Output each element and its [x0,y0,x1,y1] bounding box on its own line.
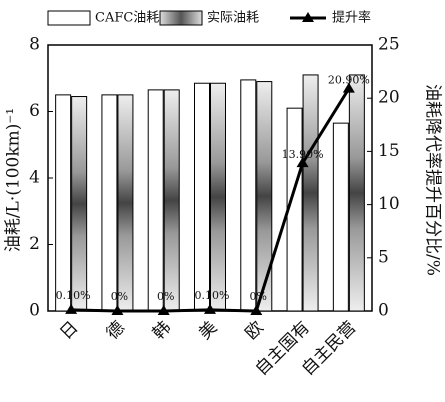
y2-tick-label: 25 [378,35,400,55]
bar [332,122,349,312]
data-label: 13.90% [282,148,324,161]
legend-swatch [159,10,203,26]
y2-tick-label: 15 [378,141,400,161]
x-tick-label: 韩 [149,318,175,344]
line-marker [65,303,78,314]
bar [348,74,365,312]
legend-label: CAFC油耗 [95,11,159,26]
legend-swatch [47,10,91,26]
bar [240,79,257,312]
data-label: 20.90% [328,74,370,87]
bar [71,96,88,312]
legend-label: 实际油耗 [207,11,259,26]
y2-tick-label: 0 [378,301,389,321]
data-label: 0.10% [56,289,91,302]
bar [210,82,226,312]
bar [55,94,72,312]
x-tick-label: 日 [56,318,82,344]
line-marker [204,303,216,314]
y-tick-label: 2 [29,234,40,254]
bar [194,82,210,312]
line-marker [342,82,355,93]
y2-tick-label: 20 [378,88,400,108]
bar [101,94,118,312]
legend-label: 提升率 [332,10,371,26]
y2-tick-label: 5 [378,247,389,267]
bar [256,81,273,312]
x-tick-label: 欧 [241,318,267,344]
bar [302,74,319,312]
line-marker [250,305,263,315]
line-marker [296,157,309,168]
y2-tick-label: 10 [378,194,400,214]
data-label: 0% [157,290,174,303]
x-tick-label: 美 [195,318,221,344]
y-tick-label: 8 [29,35,40,55]
bar [117,94,134,312]
data-label: 0% [250,290,267,303]
data-label: 0.10% [195,289,230,302]
y2-axis-label: 油耗降代率提升百分比/% [423,84,443,276]
bar [147,89,164,312]
line-marker [111,305,124,315]
bar [163,89,180,312]
legend-marker [302,12,314,22]
data-label: 0% [111,290,128,303]
y-tick-label: 6 [29,101,40,121]
y-tick-label: 0 [29,301,40,321]
y-tick-label: 4 [29,168,40,188]
x-tick-label: 德 [103,318,129,344]
y-axis-label: 油耗/L·(100km)⁻¹ [4,108,24,252]
line-marker [157,305,170,315]
